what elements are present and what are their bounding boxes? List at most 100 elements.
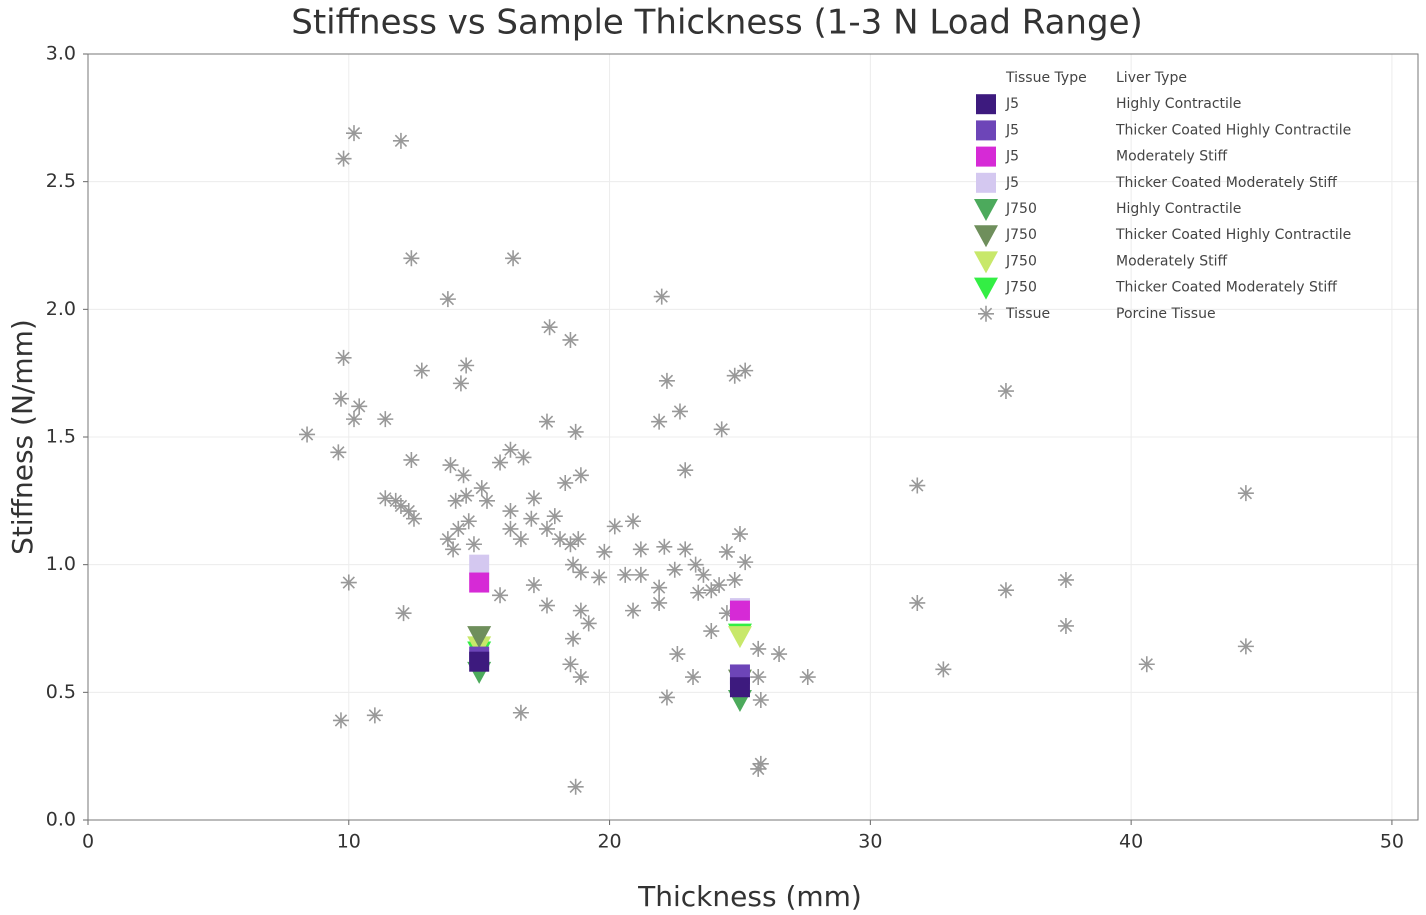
point — [557, 474, 574, 491]
point — [395, 605, 412, 622]
point — [332, 390, 349, 407]
point — [467, 626, 492, 649]
point — [473, 480, 490, 497]
point — [458, 487, 475, 504]
point — [505, 250, 522, 267]
legend-label: J750 — [1005, 201, 1037, 217]
point — [1057, 571, 1074, 588]
legend-marker — [976, 120, 996, 141]
legend-label: J5 — [1005, 122, 1019, 138]
point — [512, 704, 529, 721]
y-tick-label: 0.0 — [46, 809, 76, 831]
point — [445, 541, 462, 558]
point — [546, 508, 563, 525]
y-tick-label: 1.5 — [46, 426, 76, 448]
point — [771, 646, 788, 663]
point — [523, 510, 540, 527]
x-tick-label: 0 — [82, 831, 94, 853]
point — [565, 556, 582, 573]
point — [677, 541, 694, 558]
point — [669, 646, 686, 663]
point — [909, 477, 926, 494]
point — [713, 421, 730, 438]
point — [552, 531, 569, 548]
point — [997, 582, 1014, 599]
point — [366, 707, 383, 724]
point — [299, 426, 316, 443]
legend-marker — [976, 94, 996, 115]
point — [695, 566, 712, 583]
point — [671, 403, 688, 420]
point — [653, 288, 670, 305]
point — [677, 462, 694, 479]
point — [596, 543, 613, 560]
point — [658, 689, 675, 706]
point — [666, 561, 683, 578]
point — [502, 441, 519, 458]
point — [703, 623, 720, 640]
point — [392, 497, 409, 514]
point — [469, 572, 490, 593]
legend-label: Thicker Coated Moderately Stiff — [1115, 280, 1337, 296]
point — [658, 372, 675, 389]
point — [346, 411, 362, 428]
point — [750, 640, 767, 657]
point — [515, 449, 532, 466]
point — [690, 584, 707, 601]
legend-label: Porcine Tissue — [1116, 306, 1216, 322]
legend-label: Thicker Coated Highly Contractile — [1115, 227, 1351, 243]
point — [335, 150, 352, 167]
point — [580, 615, 597, 632]
x-tick-label: 30 — [858, 831, 882, 853]
point — [502, 520, 519, 537]
plot-frame — [87, 53, 1419, 821]
point — [562, 656, 579, 673]
legend-label: Highly Contractile — [1116, 201, 1241, 217]
point — [351, 398, 368, 415]
point — [737, 362, 754, 379]
point — [651, 594, 668, 611]
point — [335, 349, 352, 366]
point — [687, 556, 704, 573]
point — [538, 520, 555, 537]
point — [346, 125, 362, 142]
point — [525, 490, 542, 507]
point — [935, 661, 952, 678]
point — [729, 677, 750, 698]
legend-label: J5 — [1005, 175, 1019, 191]
point — [512, 531, 529, 548]
y-axis-label: Stiffness (N/mm) — [6, 319, 39, 555]
point — [413, 362, 430, 379]
y-tick-label: 2.5 — [46, 170, 76, 192]
x-tick-label: 20 — [597, 831, 621, 853]
legend-label: J750 — [1005, 227, 1037, 243]
legend-header: Liver Type — [1116, 70, 1187, 86]
point — [538, 597, 555, 614]
point — [332, 712, 349, 729]
point — [718, 605, 735, 622]
point — [572, 467, 589, 484]
point — [617, 566, 634, 583]
point — [400, 503, 417, 520]
point — [591, 569, 608, 586]
legend-label: Moderately Stiff — [1116, 253, 1227, 269]
legend-marker — [976, 172, 996, 193]
point — [727, 626, 752, 649]
point — [377, 411, 394, 428]
point — [731, 526, 748, 543]
point — [1057, 617, 1074, 634]
point — [572, 669, 589, 686]
point — [405, 510, 422, 527]
y-tick-label: 2.0 — [46, 298, 76, 320]
point — [538, 413, 555, 430]
point — [750, 760, 767, 777]
point — [340, 574, 357, 591]
point — [737, 554, 754, 571]
point — [403, 451, 420, 468]
point — [492, 454, 509, 471]
legend-marker — [974, 277, 998, 300]
point — [492, 587, 509, 604]
point — [656, 538, 673, 555]
point — [572, 602, 589, 619]
